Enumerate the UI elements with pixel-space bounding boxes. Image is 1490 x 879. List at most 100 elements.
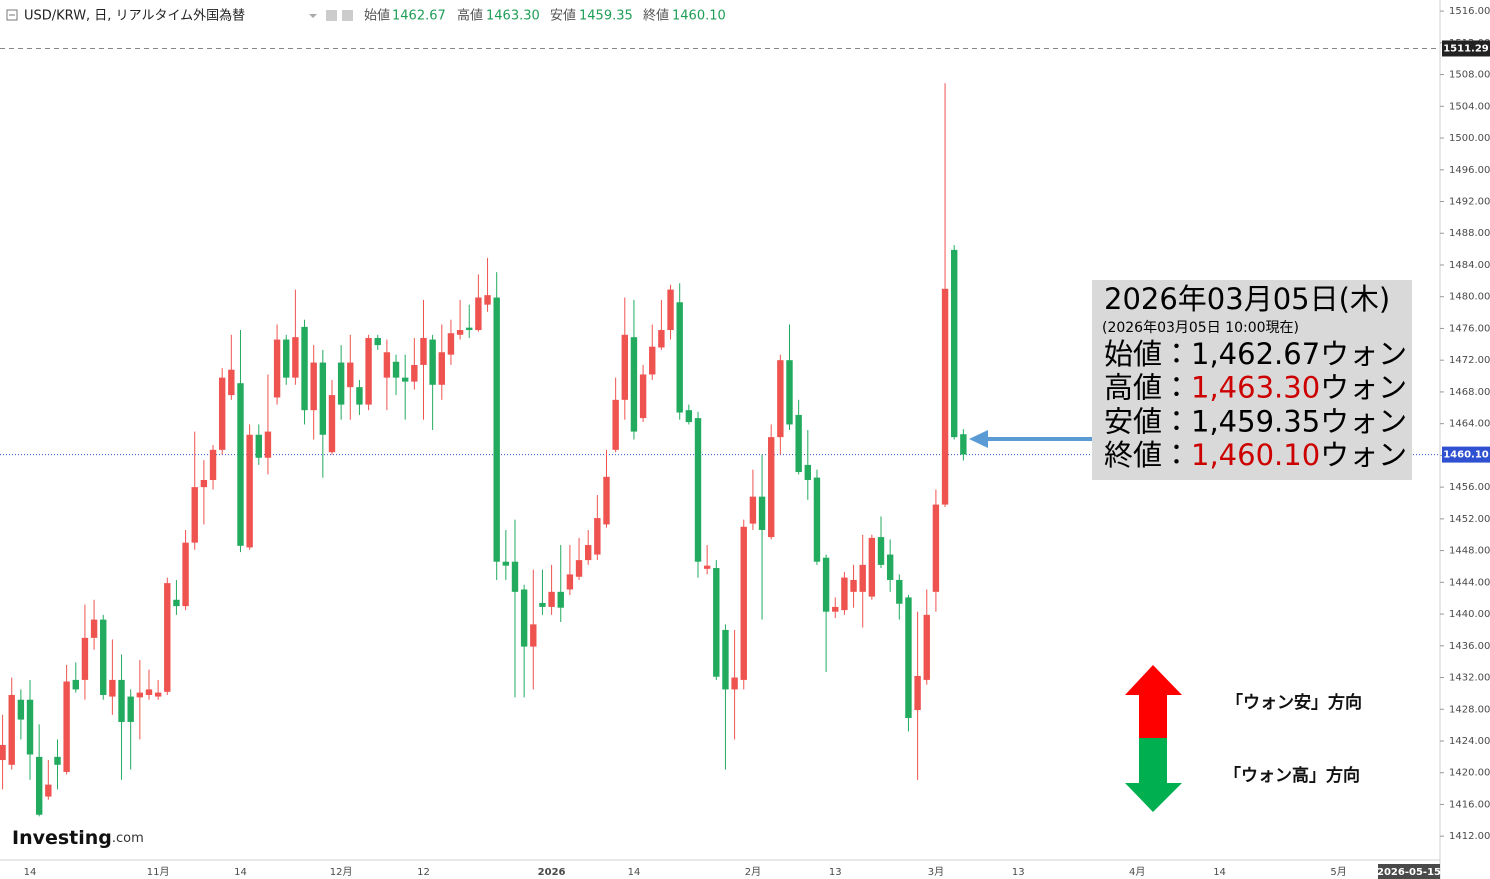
candle-body [466, 327, 473, 331]
annotation-value: 1,459.35 [1191, 404, 1320, 438]
candle-body [301, 326, 308, 411]
candle-body [191, 487, 198, 543]
x-tick-label: 12 [417, 867, 430, 878]
candle-body [502, 561, 510, 566]
candle-body [273, 339, 281, 398]
candle-body [255, 434, 262, 458]
y-tick-label: 1456.00 [1449, 482, 1490, 493]
candle-body [26, 699, 34, 755]
candle-body [621, 334, 628, 400]
candle-body [905, 597, 912, 718]
y-tick-label: 1428.00 [1449, 704, 1490, 715]
candle-body [0, 744, 6, 761]
settings-icon[interactable] [326, 10, 337, 21]
dropdown-icon[interactable] [309, 14, 317, 18]
y-tick-label: 1444.00 [1449, 577, 1490, 588]
y-tick-label: 1504.00 [1449, 101, 1490, 112]
candle-body [822, 557, 830, 612]
y-tick-label: 1484.00 [1449, 260, 1490, 271]
open-value: 1462.67 [392, 9, 446, 24]
annotation-unit: ウォン [1320, 371, 1407, 405]
open-label: 始値 [364, 8, 390, 24]
logo-suffix: .com [112, 831, 144, 846]
candle-body [81, 637, 89, 680]
weak-won-arrow [1125, 665, 1182, 738]
candle-body [484, 295, 491, 305]
x-tick-label: 4月 [1129, 866, 1145, 878]
candle-body [886, 554, 894, 580]
x-tick-label: 3月 [928, 866, 944, 878]
y-tick-label: 1432.00 [1449, 673, 1490, 684]
candle-body [777, 360, 784, 438]
candle-body [173, 599, 180, 607]
candle-body [264, 431, 272, 458]
candle-body [566, 574, 574, 590]
symbol-title: USD/KRW, 日, リアルタイム外国為替 [24, 8, 245, 24]
high-value: 1463.30 [486, 9, 540, 24]
candle-body [356, 387, 363, 405]
y-tick-label: 1516.00 [1449, 6, 1490, 17]
candle-body [813, 477, 821, 562]
candle-body [868, 537, 876, 597]
y-tick-label: 1452.00 [1449, 514, 1490, 525]
candle-body [612, 399, 619, 450]
candle-body [283, 339, 290, 378]
x-tick-label: 14 [24, 867, 37, 878]
candle-body [731, 677, 738, 690]
annotation-line: 安値：1,459.35ウォン [1104, 404, 1407, 438]
candle-body [859, 564, 866, 592]
annotation-value: 1,463.30 [1191, 371, 1320, 405]
last-price-label: 1460.10 [1443, 450, 1489, 461]
candle-body [237, 383, 244, 546]
annotation-box [1092, 280, 1412, 480]
candle-body [228, 369, 235, 396]
low-label: 安値 [550, 8, 576, 24]
annotation-label: 終値： [1104, 438, 1191, 472]
y-tick-label: 1496.00 [1449, 165, 1490, 176]
candle-body [292, 337, 299, 378]
high-price-box [1442, 40, 1490, 57]
candle-body [722, 629, 729, 690]
annotation-label: 高値： [1104, 371, 1191, 405]
candle-body [438, 352, 445, 385]
candle-body [100, 619, 107, 695]
annotation-line: 高値：1,463.30ウォン [1104, 371, 1407, 405]
annotation-line: 終値：1,460.10ウォン [1104, 438, 1407, 472]
candle-body [72, 679, 79, 690]
candle-body [896, 579, 903, 604]
x-tick-label: 5月 [1330, 866, 1346, 878]
candle-body [90, 619, 98, 638]
annotation-asof: (2026年03月05日 10:00現在) [1102, 320, 1299, 336]
candle-body [603, 476, 610, 525]
candle-body [539, 602, 546, 607]
annotation-label: 安値： [1104, 404, 1191, 438]
candle-body [768, 437, 775, 538]
candle-body [658, 330, 665, 348]
candle-body [109, 679, 116, 697]
candle-body [200, 479, 208, 488]
last-price-box [1442, 446, 1490, 463]
candle-body [456, 330, 464, 335]
cursor-date-box [1378, 864, 1440, 879]
candle-body [383, 352, 391, 378]
strong-won-arrow [1125, 738, 1182, 812]
candle-body [584, 545, 592, 561]
direction-label: 「ウォン高」方向 [1224, 765, 1360, 786]
candle-body [786, 360, 793, 425]
candle-body [548, 591, 555, 607]
candle-body [411, 364, 418, 382]
y-tick-label: 1472.00 [1449, 355, 1490, 366]
candle-body [8, 694, 15, 765]
cursor-date-label: 2026-05-15 [1377, 867, 1441, 878]
collapse-icon[interactable] [6, 9, 18, 21]
annotation-unit: ウォン [1320, 404, 1407, 438]
candle-body [932, 504, 940, 592]
candle-body [246, 434, 253, 548]
candle-body [374, 337, 381, 346]
visibility-icon[interactable] [342, 10, 353, 21]
candle-body [557, 591, 564, 608]
candle-body [941, 288, 949, 505]
